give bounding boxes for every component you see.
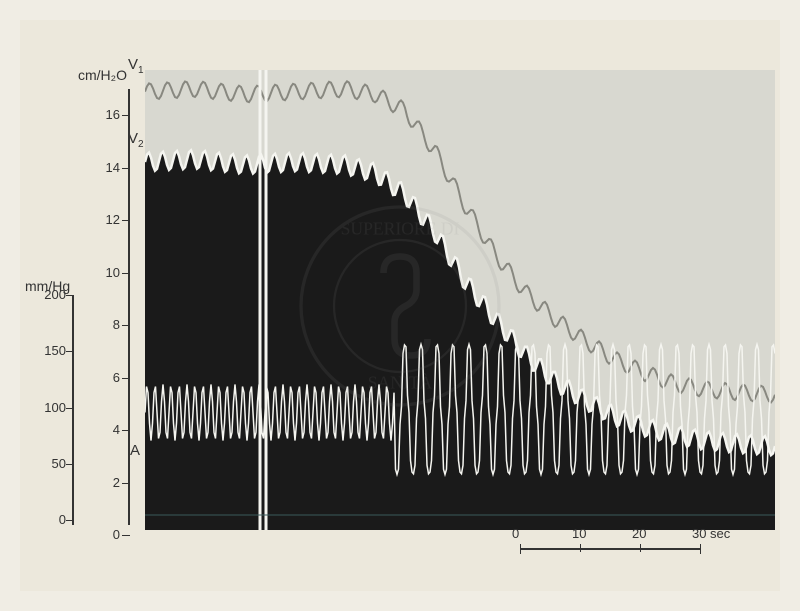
- y-primary-tick-label: 14: [80, 160, 120, 175]
- y-axis-primary-line: [128, 89, 130, 525]
- y-primary-tick-mark: [122, 378, 130, 379]
- x-scale-unit: sec: [710, 526, 730, 541]
- y-secondary-tick-mark: [66, 520, 74, 521]
- y-secondary-tick-label: 150: [26, 343, 66, 358]
- y-primary-tick-label: 0: [80, 527, 120, 542]
- y-secondary-tick-label: 0: [26, 512, 66, 527]
- x-scale-line: [520, 548, 700, 550]
- x-scale-end-tick: [700, 544, 701, 554]
- y-secondary-tick-mark: [66, 464, 74, 465]
- x-scale-bar: 0 10 20 30 sec: [510, 526, 730, 566]
- x-scale-tick-label: 0: [512, 526, 519, 541]
- y-primary-tick-label: 2: [80, 475, 120, 490]
- y-axis-secondary: mm/Hg 050100150200: [30, 300, 80, 525]
- y-primary-tick-mark: [122, 535, 130, 536]
- chart-traces: [145, 70, 775, 530]
- y-primary-tick-label: 4: [80, 422, 120, 437]
- y-secondary-tick-label: 50: [26, 456, 66, 471]
- x-scale-tick-label: 20: [632, 526, 646, 541]
- y-secondary-tick-mark: [66, 351, 74, 352]
- y-primary-tick-mark: [122, 325, 130, 326]
- trace-label-v1: V1: [128, 56, 144, 76]
- trace-label-a: A: [130, 442, 140, 459]
- chart-container: [145, 70, 775, 530]
- y-primary-tick-label: 10: [80, 265, 120, 280]
- y-primary-tick-label: 8: [80, 317, 120, 332]
- y-primary-tick-mark: [122, 483, 130, 484]
- y-primary-tick-mark: [122, 168, 130, 169]
- y-primary-tick-mark: [122, 220, 130, 221]
- y-primary-tick-label: 12: [80, 212, 120, 227]
- y-secondary-tick-label: 200: [26, 287, 66, 302]
- y-secondary-tick-mark: [66, 408, 74, 409]
- x-scale-tick-label: 10: [572, 526, 586, 541]
- x-scale-tick-label: 30: [692, 526, 706, 541]
- y-secondary-tick-mark: [66, 295, 74, 296]
- y-axis-primary-unit: cm/H₂O: [78, 67, 127, 83]
- y-primary-tick-label: 6: [80, 370, 120, 385]
- y-primary-tick-mark: [122, 430, 130, 431]
- y-axis-secondary-line: [72, 295, 74, 525]
- y-primary-tick-label: 16: [80, 107, 120, 122]
- photo-frame: cm/H₂O 0246810121416 mm/Hg 050100150200 …: [20, 20, 780, 591]
- y-primary-tick-mark: [122, 273, 130, 274]
- y-primary-tick-mark: [122, 115, 130, 116]
- y-secondary-tick-label: 100: [26, 400, 66, 415]
- trace-label-v2: V2: [128, 130, 144, 150]
